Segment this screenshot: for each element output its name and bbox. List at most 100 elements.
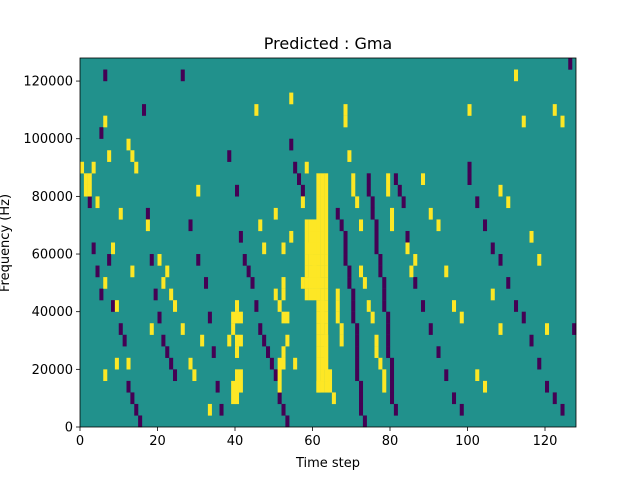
heatmap-cell-high bbox=[498, 323, 503, 335]
heatmap-cell-high bbox=[382, 380, 387, 393]
y-axis: 0 20000 40000 60000 80000 100000 120000 bbox=[23, 75, 80, 436]
y-tick-label: 100000 bbox=[23, 132, 73, 147]
heatmap-cell-high bbox=[312, 219, 317, 232]
heatmap-cell-low bbox=[355, 323, 360, 335]
heatmap-cell-high bbox=[149, 323, 154, 335]
heatmap-cell-high bbox=[103, 115, 108, 128]
heatmap-cell-low bbox=[401, 196, 406, 209]
heatmap-cell-low bbox=[374, 242, 379, 255]
heatmap-cell-high bbox=[235, 311, 240, 324]
heatmap-cell-high bbox=[521, 115, 526, 128]
heatmap-cell-high bbox=[552, 104, 557, 116]
heatmap-cell-low bbox=[227, 150, 232, 162]
heatmap-cell-high bbox=[134, 161, 139, 174]
heatmap-cell-high bbox=[506, 196, 511, 209]
heatmap-cell-low bbox=[514, 300, 519, 312]
heatmap-cell-high bbox=[316, 207, 321, 220]
heatmap-cell-low bbox=[386, 334, 391, 347]
heatmap-cell-high bbox=[227, 334, 232, 347]
y-tick-label: 20000 bbox=[32, 363, 73, 378]
heatmap-cell-high bbox=[320, 300, 325, 312]
heatmap-cell-high bbox=[320, 219, 325, 232]
heatmap-cell-low bbox=[165, 346, 170, 358]
heatmap-cell-low bbox=[273, 369, 278, 382]
x-tick-label: 100 bbox=[455, 434, 480, 449]
heatmap-cell-high bbox=[238, 380, 243, 393]
heatmap-cell-high bbox=[316, 334, 321, 347]
heatmap-cell-low bbox=[289, 138, 294, 151]
heatmap-cell-low bbox=[180, 69, 185, 82]
heatmap-cell-high bbox=[273, 288, 278, 301]
heatmap-cell-high bbox=[324, 357, 329, 370]
heatmap-cell-high bbox=[308, 254, 313, 266]
heatmap-cell-low bbox=[552, 392, 557, 405]
heatmap-cell-high bbox=[87, 184, 92, 197]
heatmap-cell-low bbox=[87, 196, 92, 209]
heatmap-cell-low bbox=[370, 196, 375, 209]
heatmap-cell-low bbox=[207, 311, 212, 324]
heatmap-cell-high bbox=[529, 230, 534, 243]
heatmap-cell-high bbox=[335, 311, 340, 324]
heatmap-cell-high bbox=[343, 104, 348, 116]
heatmap-cell-low bbox=[188, 219, 193, 232]
heatmap-cell-high bbox=[382, 369, 387, 382]
heatmap-cell-high bbox=[304, 242, 309, 255]
heatmap-cell-high bbox=[459, 311, 464, 324]
plot-frame bbox=[79, 57, 577, 428]
heatmap-cell-high bbox=[316, 254, 321, 266]
heatmap-cell-high bbox=[157, 254, 162, 266]
heatmap-cell-high bbox=[475, 369, 480, 382]
heatmap-cell-low bbox=[529, 334, 534, 347]
heatmap-cell-high bbox=[316, 173, 321, 185]
y-tick-label: 60000 bbox=[32, 248, 73, 263]
heatmap-cell-high bbox=[293, 357, 298, 370]
heatmap-cell-high bbox=[277, 300, 282, 312]
heatmap-cell-high bbox=[316, 357, 321, 370]
heatmap-cell-high bbox=[277, 380, 282, 393]
heatmap-cell-high bbox=[514, 69, 519, 82]
heatmap-cell-low bbox=[359, 403, 364, 416]
heatmap-cell-high bbox=[374, 346, 379, 358]
heatmap-cell-low bbox=[173, 369, 178, 382]
heatmap-cell-high bbox=[173, 300, 178, 312]
heatmap-cell-low bbox=[343, 230, 348, 243]
heatmap-cell-high bbox=[320, 288, 325, 301]
heatmap-cell-low bbox=[339, 219, 344, 232]
heatmap-cell-low bbox=[335, 207, 340, 220]
x-axis-label: Time step bbox=[295, 456, 360, 471]
heatmap-cell-low bbox=[122, 334, 127, 347]
heatmap-cell-high bbox=[320, 242, 325, 255]
heatmap-cell-low bbox=[370, 207, 375, 220]
heatmap-cell-high bbox=[308, 265, 313, 278]
heatmap-cell-high bbox=[188, 357, 193, 370]
heatmap-cell-high bbox=[281, 346, 286, 358]
heatmap-cell-high bbox=[351, 173, 356, 185]
heatmap-cell-low bbox=[382, 300, 387, 312]
heatmap-cell-high bbox=[316, 311, 321, 324]
heatmap-cell-low bbox=[157, 311, 162, 324]
heatmap-cell-low bbox=[382, 277, 387, 289]
heatmap-cell-low bbox=[467, 161, 472, 174]
heatmap-cell-high bbox=[490, 288, 495, 301]
heatmap-cell-high bbox=[207, 403, 212, 416]
heatmap-cell-high bbox=[304, 230, 309, 243]
heatmap-cell-high bbox=[324, 380, 329, 393]
heatmap-cell-low bbox=[145, 207, 150, 220]
heatmap-cell-high bbox=[537, 254, 542, 266]
heatmap-cell-high bbox=[235, 300, 240, 312]
heatmap-cell-low bbox=[161, 334, 166, 347]
heatmap-cell-low bbox=[436, 346, 441, 358]
heatmap-cell-high bbox=[328, 369, 333, 382]
heatmap-cell-high bbox=[378, 357, 383, 370]
heatmap-cell-high bbox=[200, 334, 205, 347]
heatmap-cell-low bbox=[293, 161, 298, 174]
heatmap-cell-low bbox=[498, 254, 503, 266]
heatmap-cell-low bbox=[359, 392, 364, 405]
heatmap-cell-high bbox=[238, 334, 243, 347]
heatmap-cell-high bbox=[285, 334, 290, 347]
heatmap-cell-high bbox=[114, 357, 119, 370]
heatmap-cell-low bbox=[355, 346, 360, 358]
heatmap-cell-high bbox=[238, 369, 243, 382]
heatmap-cell-low bbox=[111, 300, 116, 312]
heatmap-cell-low bbox=[490, 242, 495, 255]
